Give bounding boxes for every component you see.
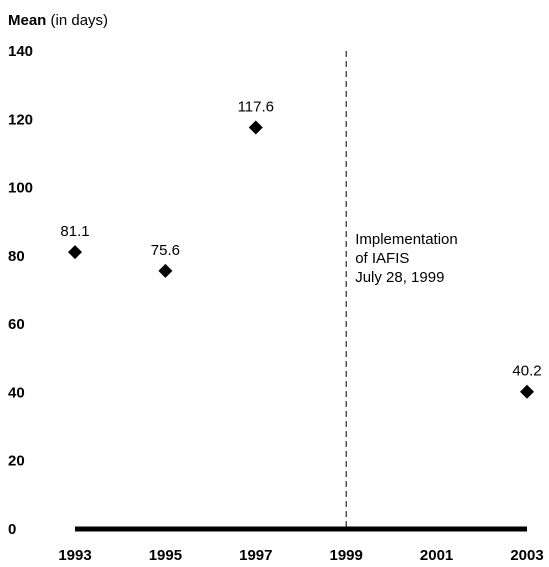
data-point-marker [158, 263, 173, 278]
x-tick-label: 1997 [239, 547, 272, 564]
x-tick-label: 2003 [510, 547, 543, 564]
y-tick-label: 140 [8, 43, 33, 60]
y-tick-label: 60 [8, 316, 25, 333]
y-tick-label: 20 [8, 453, 25, 470]
y-axis-ticks: 0 20 40 60 80 100 120 140 [8, 43, 33, 538]
data-label: 81.1 [60, 223, 89, 240]
annotation-line: of IAFIS [355, 250, 409, 267]
data-points: 81.1 75.6 117.6 40.2 [60, 98, 542, 399]
y-tick-label: 0 [8, 521, 16, 538]
y-axis-title: Mean (in days) [8, 12, 108, 29]
x-tick-label: 1995 [149, 547, 182, 564]
y-axis-title-bold: Mean [8, 12, 46, 29]
data-point-marker [520, 384, 534, 399]
data-label: 117.6 [238, 98, 274, 115]
y-tick-label: 80 [8, 248, 25, 265]
data-label: 75.6 [151, 242, 180, 259]
data-point-marker [68, 245, 82, 260]
annotation-line: Implementation [355, 231, 458, 248]
y-tick-label: 100 [8, 180, 33, 197]
data-point-marker [248, 120, 263, 135]
reference-annotation: Implementation of IAFIS July 28, 1999 [355, 231, 458, 286]
x-tick-label: 1993 [58, 547, 91, 564]
data-label: 40.2 [512, 363, 541, 380]
annotation-line: July 28, 1999 [355, 269, 444, 286]
y-axis-title-unit: (in days) [46, 12, 108, 29]
x-axis-ticks: 1993 1995 1997 1999 2001 2003 [58, 547, 543, 564]
x-tick-label: 2001 [420, 547, 453, 564]
x-tick-label: 1999 [330, 547, 363, 564]
y-tick-label: 40 [8, 384, 25, 401]
y-tick-label: 120 [8, 111, 33, 128]
